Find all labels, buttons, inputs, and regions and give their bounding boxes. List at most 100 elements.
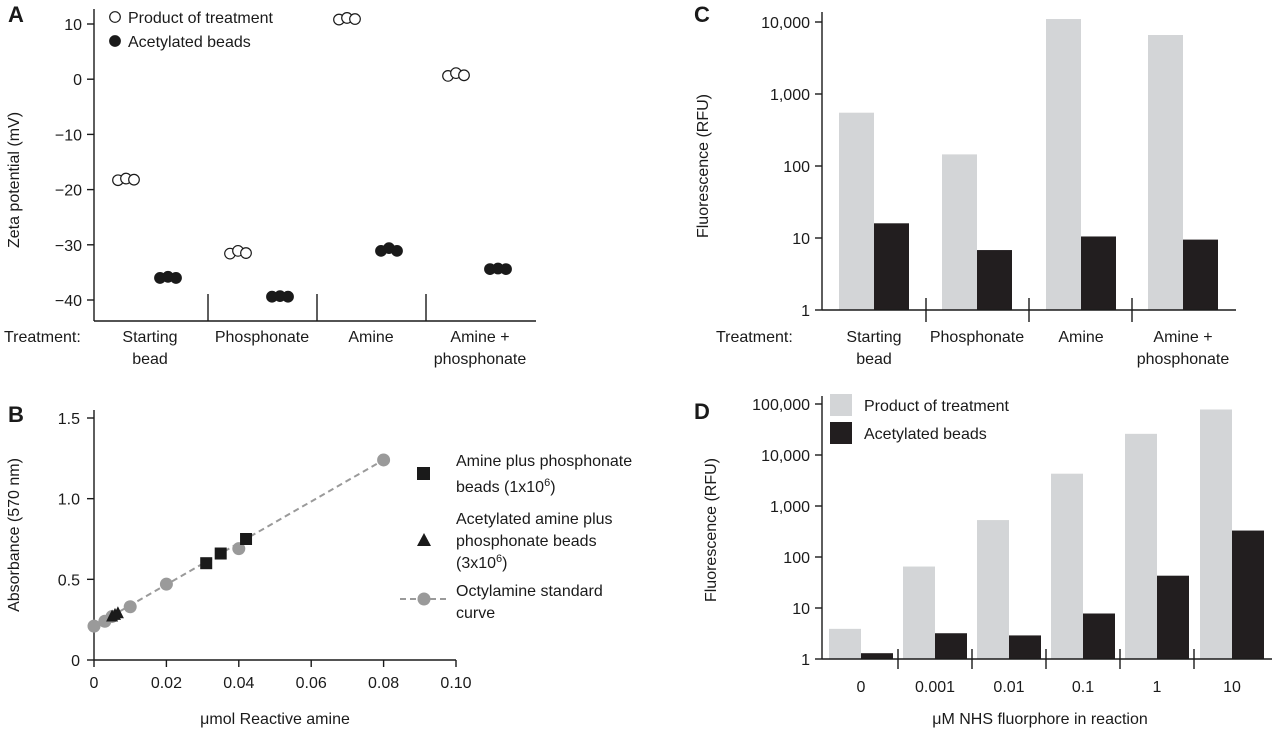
- panel-a-zeta-potential: A 10 0 −10 −20 −30 −40 Zeta potential (mV) Treat…: [4, 2, 536, 368]
- y-tick-label: −20: [55, 183, 82, 200]
- product-bar: [903, 566, 935, 659]
- product-bar: [977, 520, 1009, 659]
- y-tick-label: 100: [783, 550, 810, 567]
- acetylated-bar: [874, 223, 909, 310]
- category-label: Amine: [1058, 329, 1103, 346]
- x-axis-label: μM NHS fluorphore in reaction: [932, 711, 1148, 728]
- x-axis-label: μmol Reactive amine: [200, 711, 350, 728]
- standard-curve-line: [93, 459, 385, 627]
- x-tick-label: 0: [857, 679, 866, 696]
- product-bar: [1200, 409, 1232, 659]
- legend-label: Amine plus phosphonate: [456, 453, 632, 470]
- product-bar: [829, 628, 861, 659]
- product-point: [240, 247, 252, 259]
- product-point: [349, 13, 361, 25]
- y-tick-label: −10: [55, 127, 82, 144]
- acetylated-bar: [935, 633, 967, 659]
- category-label: Starting: [122, 329, 177, 346]
- x-tick-label: 0.04: [223, 675, 254, 692]
- treatment-label: Treatment:: [716, 329, 793, 346]
- y-tick-label: 100,000: [752, 397, 810, 414]
- legend-marker-square: [417, 467, 430, 480]
- legend-label-end: ): [550, 479, 555, 496]
- legend-label: beads (1x106): [456, 477, 556, 496]
- product-bar: [1046, 19, 1081, 311]
- acetylated-bar: [1081, 236, 1116, 310]
- y-tick-label: 1.5: [58, 411, 80, 428]
- acetylated-bar: [1083, 613, 1115, 659]
- y-tick-label: 1: [801, 303, 810, 320]
- y-tick-label: 1,000: [770, 499, 810, 516]
- y-axis-label: Absorbance (570 nm): [6, 458, 23, 612]
- legend-label: curve: [456, 605, 495, 622]
- y-axis-label: Zeta potential (mV): [6, 112, 23, 248]
- acetylated-point: [282, 290, 294, 303]
- acetylated-bar: [861, 653, 893, 659]
- product-bar: [942, 154, 977, 310]
- legend-superscript: 6: [544, 477, 550, 489]
- standard-curve-point: [159, 577, 173, 591]
- legend-marker-open: [109, 11, 121, 23]
- acetylated-bar: [977, 250, 1012, 310]
- y-tick-label: 1.0: [58, 492, 80, 509]
- product-bar: [839, 112, 874, 311]
- y-tick-label: 10,000: [761, 448, 810, 465]
- x-tick-label: 0.10: [440, 675, 471, 692]
- y-tick-label: 0: [71, 653, 80, 670]
- category-label: Starting: [846, 329, 901, 346]
- legend-label: phosphonate beads: [456, 533, 597, 550]
- y-tick-label: 0.5: [58, 572, 80, 589]
- category-label: Amine: [348, 329, 393, 346]
- y-tick-label: 10: [64, 17, 82, 34]
- panel-label: B: [8, 402, 24, 427]
- legend-label: Acetylated amine plus: [456, 511, 613, 528]
- x-tick-label: 0.08: [368, 675, 399, 692]
- legend-superscript: 6: [496, 553, 502, 565]
- category-label: Phosphonate: [215, 329, 309, 346]
- acetylated-bar: [1009, 635, 1041, 659]
- legend-swatch-product: [830, 394, 852, 416]
- panel-label: C: [694, 2, 710, 27]
- amine-phosphonate-point: [200, 557, 213, 570]
- category-label: bead: [856, 351, 892, 368]
- category-label: Amine +: [1153, 329, 1212, 346]
- x-tick-label: 0.1: [1072, 679, 1094, 696]
- panel-label: A: [8, 2, 24, 27]
- x-tick-label: 0.02: [151, 675, 182, 692]
- legend-label: Product of treatment: [864, 398, 1010, 415]
- category-label: phosphonate: [1137, 351, 1230, 368]
- standard-curve-point: [87, 619, 101, 633]
- y-axis-label: Fluorescence (RFU): [703, 458, 720, 602]
- legend-label-end: ): [502, 555, 507, 572]
- y-tick-label: 100: [783, 159, 810, 176]
- legend-label: Product of treatment: [128, 10, 274, 27]
- x-tick-label: 0.06: [296, 675, 327, 692]
- product-point: [458, 69, 470, 82]
- legend-label: Octylamine standard: [456, 583, 603, 600]
- y-tick-label: 0: [73, 72, 82, 89]
- panel-b-absorbance: B 0 0.5 1.0 1.5 0 0.02 0.04 0.06 0.08 0.10 μmol Rea…: [6, 402, 632, 728]
- y-tick-label: −40: [55, 293, 82, 310]
- legend-label: (3x106): [456, 553, 507, 572]
- y-tick-label: 1,000: [770, 87, 810, 104]
- category-label: bead: [132, 351, 168, 368]
- acetylated-point: [500, 263, 512, 275]
- category-label: phosphonate: [434, 351, 527, 368]
- panel-label: D: [694, 399, 710, 424]
- panel-c-fluorescence-treatment: C 1 10 100 1,000 10,000 Fluorescence (RFU) Trea…: [694, 2, 1236, 368]
- y-tick-label: 10,000: [761, 15, 810, 32]
- standard-curve-point: [377, 453, 391, 467]
- x-tick-label: 10: [1223, 679, 1241, 696]
- treatment-label: Treatment:: [4, 329, 81, 346]
- category-label: Amine +: [450, 329, 509, 346]
- legend-label: Acetylated beads: [128, 34, 251, 51]
- y-tick-label: 10: [792, 601, 810, 618]
- acetylated-point: [391, 244, 403, 257]
- x-tick-label: 0.001: [915, 679, 955, 696]
- y-tick-label: 10: [792, 231, 810, 248]
- acetylated-bar: [1232, 530, 1264, 659]
- legend-marker-gray-circle: [417, 592, 431, 606]
- x-tick-label: 0.01: [993, 679, 1024, 696]
